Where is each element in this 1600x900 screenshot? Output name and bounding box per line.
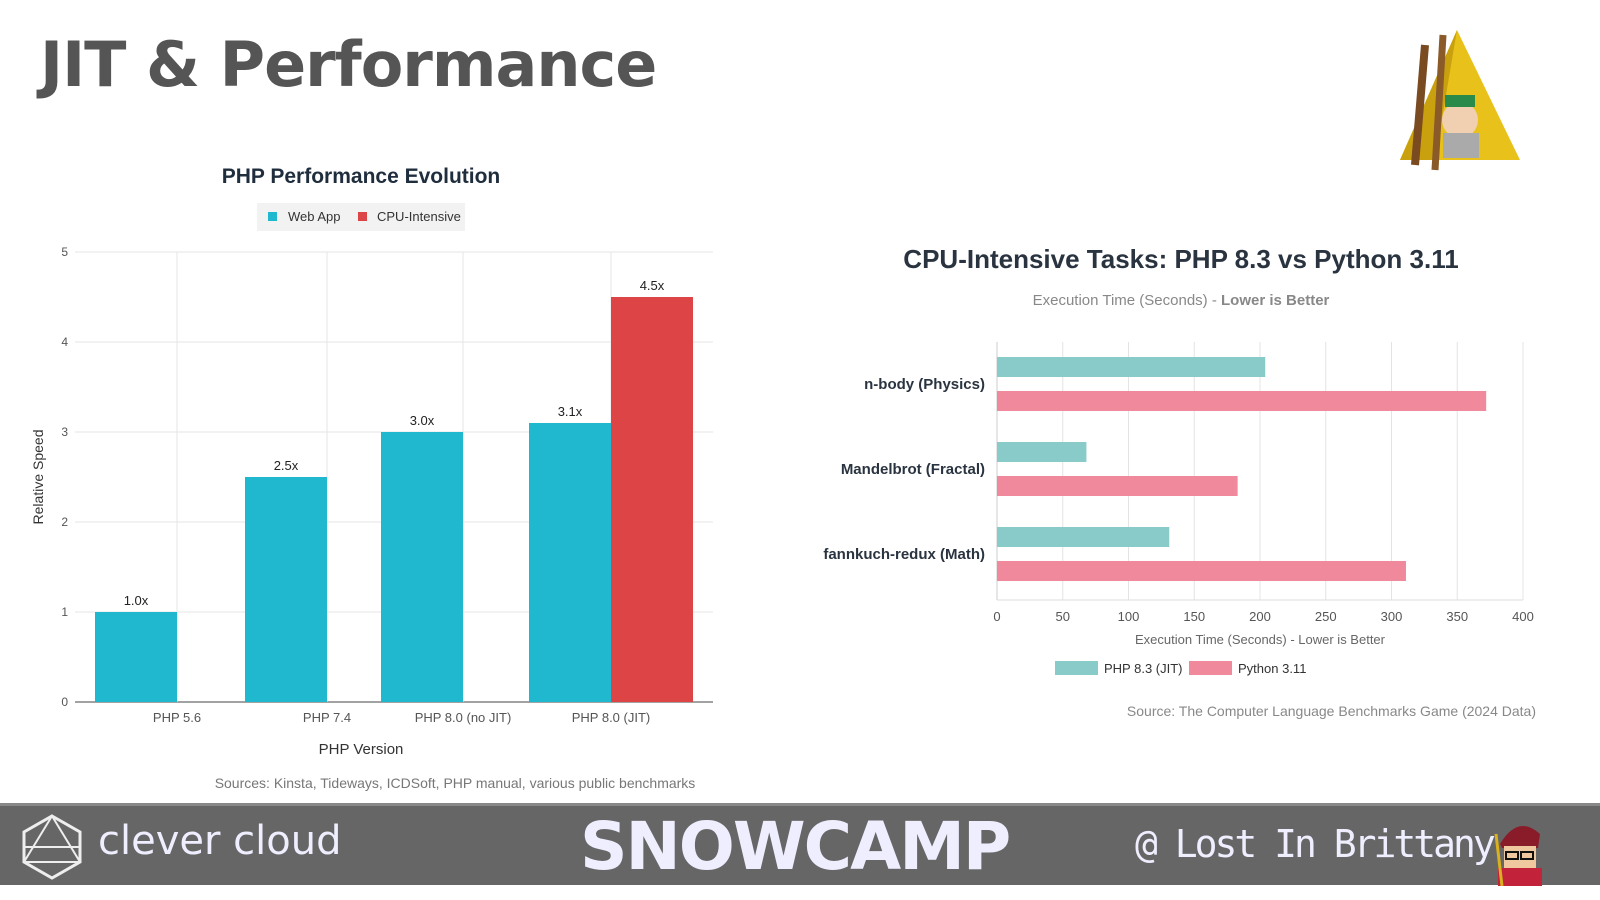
x-tick-label: 300	[1381, 609, 1403, 624]
y-tick-label: 4	[61, 335, 68, 349]
x-tick-label: 150	[1183, 609, 1205, 624]
y-category-label: fannkuch-redux (Math)	[823, 546, 985, 563]
data-label: 3.0x	[410, 413, 435, 428]
x-tick-label: 350	[1446, 609, 1468, 624]
conference-mascot-logo	[1400, 30, 1520, 171]
x-tick-label: 400	[1512, 609, 1534, 624]
y-tick-label: 2	[61, 515, 68, 529]
data-label: 3.1x	[558, 404, 583, 419]
bar-cpu-intensive	[611, 297, 693, 702]
bar-web-app	[529, 423, 611, 702]
x-tick-label: PHP 8.0 (no JIT)	[415, 710, 512, 725]
data-label: 4.5x	[640, 278, 665, 293]
y-category-label: Mandelbrot (Fractal)	[841, 461, 985, 478]
x-tick-label: PHP 7.4	[303, 710, 351, 725]
y-tick-label: 3	[61, 425, 68, 439]
twitter-handle: @ Lost In Brittany	[1135, 822, 1496, 866]
avatar	[1494, 826, 1542, 886]
legend-label-cpu[interactable]: CPU-Intensive	[377, 209, 461, 224]
bar-php	[997, 527, 1170, 547]
y-category-label: n-body (Physics)	[864, 376, 985, 393]
x-tick-label: 50	[1056, 609, 1070, 624]
x-tick-label: PHP 8.0 (JIT)	[572, 710, 651, 725]
legend-label-python[interactable]: Python 3.11	[1238, 661, 1306, 676]
chart-source: Source: The Computer Language Benchmarks…	[1127, 703, 1536, 719]
legend-swatch-python	[1189, 661, 1232, 675]
legend-label-web-app[interactable]: Web App	[288, 209, 341, 224]
y-tick-label: 5	[61, 245, 68, 259]
x-tick-label: PHP 5.6	[153, 710, 201, 725]
x-axis-label: PHP Version	[319, 741, 404, 758]
legend-swatch-cpu	[358, 212, 367, 221]
bar-web-app	[381, 432, 463, 702]
legend-swatch-web-app	[268, 212, 277, 221]
snowcamp-brand: SNOWCAMP	[580, 808, 1011, 885]
bar-python	[997, 561, 1406, 581]
data-label: 1.0x	[124, 593, 149, 608]
y-tick-label: 0	[61, 695, 68, 709]
bar-web-app	[95, 612, 177, 702]
slide-title: JIT & Performance	[40, 28, 657, 101]
bar-python	[997, 476, 1238, 496]
bar-python	[997, 391, 1487, 411]
bar-php	[997, 442, 1087, 462]
x-tick-label: 250	[1315, 609, 1337, 624]
legend-label-php[interactable]: PHP 8.3 (JIT)	[1104, 661, 1183, 676]
clever-cloud-logo-icon	[22, 814, 82, 880]
php-performance-chart: PHP Performance Evolution Web App CPU-In…	[30, 165, 713, 791]
bar-php	[997, 357, 1266, 377]
chart-title: PHP Performance Evolution	[222, 165, 501, 188]
chart-source: Sources: Kinsta, Tideways, ICDSoft, PHP …	[215, 775, 696, 791]
chart-subtitle: Execution Time (Seconds) - Lower is Bett…	[1033, 292, 1330, 309]
chart-title: CPU-Intensive Tasks: PHP 8.3 vs Python 3…	[903, 244, 1458, 274]
clever-cloud-brand: clever cloud	[98, 818, 342, 864]
x-tick-label: 0	[993, 609, 1000, 624]
x-tick-label: 200	[1249, 609, 1271, 624]
x-tick-label: 100	[1118, 609, 1140, 624]
footer-banner: clever cloud SNOWCAMP @ Lost In Brittany	[0, 803, 1600, 886]
x-axis-label: Execution Time (Seconds) - Lower is Bett…	[1135, 632, 1386, 647]
legend-swatch-php	[1055, 661, 1098, 675]
bar-web-app	[245, 477, 327, 702]
y-tick-label: 1	[61, 605, 68, 619]
cpu-tasks-chart: CPU-Intensive Tasks: PHP 8.3 vs Python 3…	[823, 244, 1536, 719]
y-axis-label: Relative Speed	[30, 430, 46, 525]
data-label: 2.5x	[274, 458, 299, 473]
